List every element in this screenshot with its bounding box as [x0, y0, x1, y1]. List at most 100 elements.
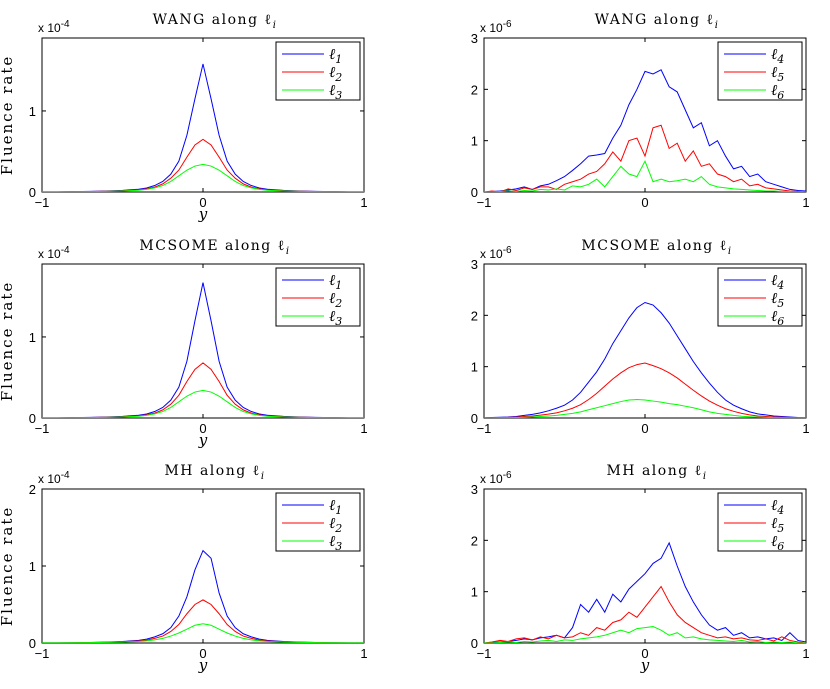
y-tick-label: 2: [471, 308, 478, 323]
legend-box: [275, 267, 361, 327]
legend-entry: ℓ1: [329, 496, 342, 517]
x-tick-label: −1: [477, 195, 492, 210]
y-tick-label: 2: [471, 82, 478, 97]
series-line-ℓ4: [484, 541, 806, 643]
y-exponent-label: x 10-6: [480, 470, 512, 486]
x-axis-label: y: [198, 656, 208, 674]
x-tick-label: 0: [641, 195, 648, 210]
x-tick-label: 1: [802, 646, 809, 661]
legend-entry: ℓ4: [771, 271, 784, 292]
y-axis-label: Fluence rate: [0, 281, 16, 401]
y-tick-label: 2: [471, 533, 478, 548]
series-group: [42, 549, 364, 643]
legend-box: [717, 267, 803, 327]
y-tick-label: 1: [29, 104, 36, 119]
y-tick-label: 2: [29, 482, 36, 497]
x-tick-label: 0: [199, 421, 206, 436]
x-tick-label: −1: [477, 646, 492, 661]
series-line-ℓ3: [42, 163, 364, 192]
x-tick-label: 1: [360, 195, 367, 210]
legend-entry: ℓ3: [329, 307, 342, 328]
x-tick-label: −1: [35, 646, 50, 661]
series-line-ℓ4: [484, 69, 806, 192]
legend-box: [275, 492, 361, 552]
series-line-ℓ6: [484, 399, 806, 418]
chart-title: MH along ℓi: [164, 463, 265, 482]
x-tick-label: 0: [641, 421, 648, 436]
y-tick-label: 3: [471, 257, 478, 272]
legend-entry: ℓ1: [329, 45, 342, 66]
x-tick-label: −1: [35, 421, 50, 436]
y-tick-label: 1: [471, 360, 478, 375]
x-tick-label: 0: [641, 646, 648, 661]
series-group: [42, 282, 364, 418]
y-tick-label: 0: [471, 185, 478, 200]
series-group: [484, 69, 806, 192]
y-tick-label: 3: [471, 482, 478, 497]
series-line-ℓ5: [484, 124, 806, 192]
series-line-ℓ5: [484, 362, 806, 418]
chart-title: WANG along ℓi: [595, 12, 720, 31]
y-exponent-label: x 10-4: [38, 19, 70, 35]
y-exponent-label: x 10-4: [38, 470, 70, 486]
series-line-ℓ6: [484, 626, 806, 643]
x-tick-label: 0: [199, 195, 206, 210]
series-line-ℓ3: [42, 389, 364, 418]
legend-entry: ℓ2: [329, 289, 342, 310]
y-axis-label: Fluence rate: [0, 55, 16, 175]
legend-box: [275, 41, 361, 101]
series-line-ℓ2: [42, 599, 364, 643]
y-exponent-label: x 10-4: [38, 245, 70, 261]
legend-entry: ℓ6: [771, 532, 784, 553]
legend-entry: ℓ2: [329, 514, 342, 535]
x-tick-label: 1: [360, 646, 367, 661]
series-group: [484, 301, 806, 418]
y-tick-label: 0: [29, 411, 36, 426]
y-tick-label: 0: [29, 185, 36, 200]
y-tick-label: 0: [29, 636, 36, 651]
legend-entry: ℓ3: [329, 532, 342, 553]
x-tick-label: 1: [360, 421, 367, 436]
y-tick-label: 1: [29, 330, 36, 345]
x-tick-label: −1: [477, 421, 492, 436]
y-tick-label: 3: [471, 31, 478, 46]
series-line-ℓ1: [42, 549, 364, 643]
y-exponent-label: x 10-6: [480, 245, 512, 261]
x-tick-label: −1: [35, 195, 50, 210]
legend-entry: ℓ6: [771, 81, 784, 102]
y-tick-label: 1: [471, 585, 478, 600]
legend-entry: ℓ5: [771, 514, 784, 535]
y-tick-label: 1: [29, 559, 36, 574]
legend-box: [717, 41, 803, 101]
legend-box: [717, 492, 803, 552]
legend-entry: ℓ5: [771, 289, 784, 310]
x-axis-label: y: [198, 205, 208, 223]
chart-title: MH along ℓi: [606, 463, 707, 482]
x-tick-label: 1: [802, 421, 809, 436]
series-line-ℓ6: [484, 159, 806, 192]
legend-entry: ℓ5: [771, 63, 784, 84]
series-line-ℓ3: [42, 623, 364, 643]
y-axis-label: Fluence rate: [0, 506, 16, 626]
series-line-ℓ5: [484, 585, 806, 643]
series-line-ℓ2: [42, 138, 364, 192]
chart-title: MCSOME along ℓi: [581, 238, 732, 257]
y-tick-label: 0: [471, 636, 478, 651]
series-group: [42, 63, 364, 192]
y-tick-label: 1: [471, 134, 478, 149]
y-tick-label: 0: [471, 411, 478, 426]
x-axis-label: y: [640, 656, 650, 674]
legend-entry: ℓ4: [771, 496, 784, 517]
